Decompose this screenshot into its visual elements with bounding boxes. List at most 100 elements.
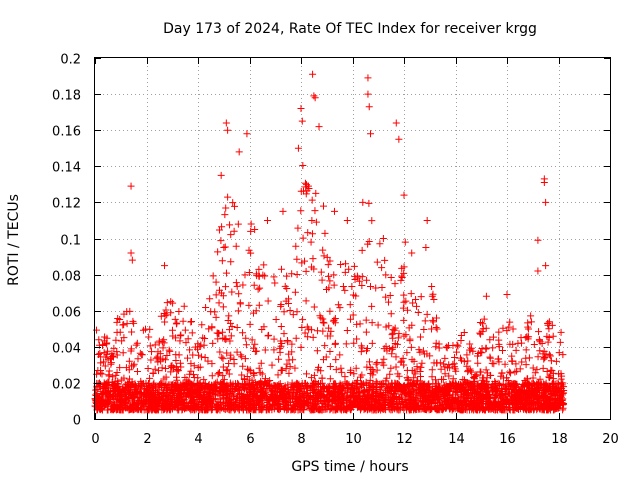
data-point [408,321,416,329]
data-point [140,406,148,414]
data-point [254,285,262,293]
data-point [282,365,290,373]
data-point [114,314,122,322]
data-point [548,404,556,412]
data-point [161,393,169,401]
data-point [407,290,415,298]
data-point [302,370,310,378]
data-point [488,359,496,367]
data-point [219,303,227,311]
data-point [250,401,258,409]
data-point [160,405,168,413]
data-point [315,389,323,397]
data-point [284,387,292,395]
data-point [457,382,465,390]
data-point [247,386,255,394]
data-point [225,360,233,368]
data-point [309,255,317,263]
data-point [284,338,292,346]
data-point [329,380,337,388]
data-point [529,364,537,372]
data-point [443,392,451,400]
data-point [196,389,204,397]
data-point [527,318,535,326]
data-point [118,337,126,345]
data-point [459,391,467,399]
data-point [112,371,120,379]
data-point [397,358,405,366]
data-point [110,344,118,352]
data-point [280,308,288,316]
data-point [491,390,499,398]
data-point [363,344,371,352]
data-point [136,385,144,393]
data-point [206,295,214,303]
data-point [358,381,366,389]
data-point [272,383,280,391]
data-point [303,323,311,331]
data-point [482,366,490,374]
data-point [186,370,194,378]
data-point [339,282,347,290]
data-point [130,386,138,394]
data-point [459,375,467,383]
data-point [127,182,135,190]
data-point [362,328,370,336]
data-point [413,386,421,394]
data-point [369,371,377,379]
data-point [476,368,484,376]
data-point [358,371,366,379]
data-point [242,334,250,342]
data-point [292,393,300,401]
data-point [359,389,367,397]
data-point [389,326,397,334]
data-point [380,355,388,363]
data-point [524,391,532,399]
data-point [173,319,181,327]
data-point [247,220,255,228]
data-point [485,394,493,402]
data-point [341,268,349,276]
data-point [394,370,402,378]
data-point [128,256,136,264]
data-point [384,298,392,306]
data-point [245,246,253,254]
data-point [369,403,377,411]
data-point [122,364,130,372]
data-point [400,388,408,396]
data-point [261,346,269,354]
data-point [382,293,390,301]
data-point [363,276,371,284]
data-point [353,320,361,328]
data-point [530,340,538,348]
data-point [506,318,514,326]
data-point [539,350,547,358]
data-point [278,385,286,393]
data-point [378,264,386,272]
data-point [320,252,328,260]
data-point [326,277,334,285]
data-point [212,278,220,286]
data-point [105,388,113,396]
data-point [282,402,290,410]
data-point [301,329,309,337]
data-point [395,135,403,143]
data-point [428,405,436,413]
data-point [222,269,230,277]
data-point [467,344,475,352]
data-point [410,374,418,382]
data-point [440,384,448,392]
data-point [391,280,399,288]
data-point [101,362,109,370]
data-point [414,308,422,316]
data-point [536,347,544,355]
data-point [214,370,222,378]
data-point [222,336,230,344]
data-point [119,321,127,329]
data-point [506,340,514,348]
y-tick-label: 0.14 [52,161,81,176]
data-point [167,309,175,317]
data-point [293,308,301,316]
data-point [103,379,111,387]
data-point [493,385,501,393]
